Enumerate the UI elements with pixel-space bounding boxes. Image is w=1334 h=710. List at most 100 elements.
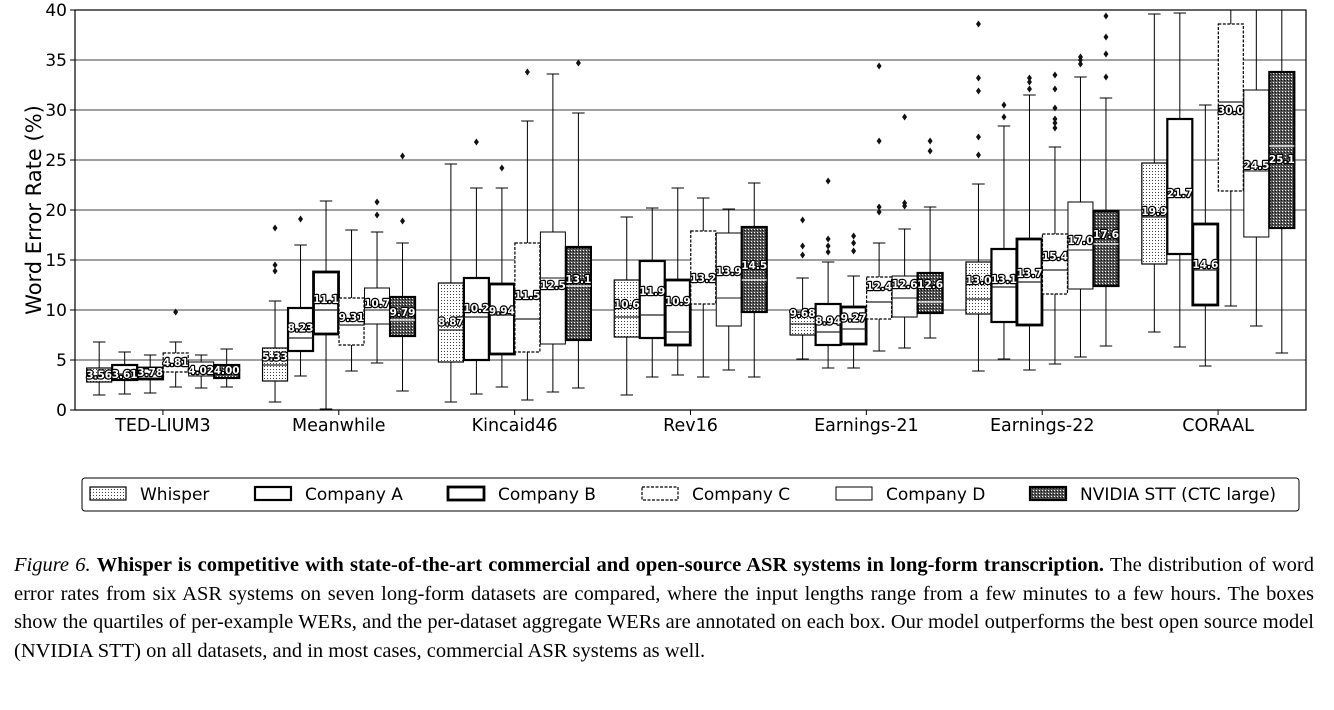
aggregate-wer-label: 12.6 <box>892 279 918 291</box>
outlier-point <box>927 137 933 145</box>
aggregate-wer-label: 14.5 <box>741 260 767 272</box>
box-nvidia-stt-ctc-large- <box>916 137 944 339</box>
outlier-point <box>374 211 380 219</box>
aggregate-wer-label: 8.23 <box>288 323 314 335</box>
outlier-point <box>272 267 278 275</box>
y-tick-label: 20 <box>45 201 67 221</box>
aggregate-wer-label: 11.9 <box>639 286 665 298</box>
aggregate-wer-label: 11.5 <box>514 290 540 302</box>
aggregate-wer-label: 8.94 <box>815 316 841 328</box>
x-tick-label: Meanwhile <box>292 416 386 436</box>
outlier-point <box>975 74 981 82</box>
box-whisper <box>86 341 113 396</box>
outlier-point <box>800 251 806 259</box>
outlier-point <box>1001 101 1007 109</box>
box-company-c <box>1041 71 1069 365</box>
outlier-point <box>876 203 882 211</box>
box-iqr <box>663 278 692 347</box>
box-nvidia-stt-ctc-large- <box>740 182 768 378</box>
box-iqr <box>990 247 1018 324</box>
box-company-d <box>188 354 215 389</box>
aggregate-wer-label: 19.9 <box>1141 206 1167 218</box>
box-company-d <box>364 198 391 364</box>
box-company-d <box>1067 53 1094 358</box>
outlier-point <box>1103 73 1109 81</box>
box-iqr <box>916 271 944 315</box>
legend-label: Company C <box>692 485 790 505</box>
outlier-point <box>1052 119 1058 127</box>
box-company-c <box>162 308 189 388</box>
aggregate-wer-label: 9.79 <box>390 307 416 319</box>
box-iqr <box>462 276 490 362</box>
aggregate-wer-label: 10.9 <box>665 296 691 308</box>
aggregate-wer-label: 8.87 <box>438 316 464 328</box>
box-iqr <box>715 232 742 327</box>
legend: Whisper Company A Company B Company C Compan… <box>81 477 1300 512</box>
y-tick-label: 30 <box>45 101 67 121</box>
outlier-point <box>272 224 278 232</box>
x-tick-label: Rev16 <box>663 416 718 436</box>
aggregate-wer-label: 3.78 <box>137 367 163 379</box>
box-iqr <box>1141 162 1168 265</box>
outlier-point <box>1077 53 1083 61</box>
outlier-point <box>902 199 908 207</box>
aggregate-wer-label: 9.31 <box>339 312 365 324</box>
outlier-point <box>400 152 406 160</box>
box-iqr <box>487 282 516 356</box>
outlier-point <box>927 147 933 155</box>
outlier-point <box>173 308 179 316</box>
y-tick-label: 5 <box>56 351 67 371</box>
outlier-point <box>975 87 981 95</box>
aggregate-wer-labels: 3.56 3.61 3.784.814.02 4.00 5.33 8.23 11.19.31… <box>85 104 1296 383</box>
outlier-point <box>272 261 278 269</box>
outlier-point <box>902 113 908 121</box>
aggregate-wer-label: 10.2 <box>463 303 489 315</box>
aggregate-wer-label: 24.5 <box>1243 160 1269 172</box>
aggregate-wer-label: 11.1 <box>313 294 339 306</box>
x-tick-label: Kincaid46 <box>472 416 558 436</box>
box-nvidia-stt-ctc-large- <box>1268 10 1296 354</box>
axes: 0 5 10 15 20 25 30 35 40 TED-LIUM3 Meanwhile Kincai… <box>45 1 1254 436</box>
outlier-point <box>876 137 882 145</box>
box-nvidia-stt-ctc-large- <box>213 348 241 388</box>
aggregate-wer-label: 12.5 <box>540 280 566 292</box>
aggregate-wer-label: 9.94 <box>489 306 515 318</box>
outlier-point <box>524 68 530 76</box>
outlier-point <box>400 217 406 225</box>
outlier-point <box>800 216 806 224</box>
aggregate-wer-label: 4.02 <box>188 365 214 377</box>
aggregate-wer-label: 25.1 <box>1269 154 1295 166</box>
aggregate-wer-label: 9.27 <box>841 312 867 324</box>
x-tick-label: Earnings-22 <box>990 416 1095 436</box>
outlier-point <box>374 198 380 206</box>
box-company-d <box>1243 10 1270 327</box>
legend-item: Company C <box>641 485 790 505</box>
legend-swatch <box>835 486 873 501</box>
legend-item: Company D <box>835 485 985 505</box>
aggregate-wer-label: 14.6 <box>1192 259 1218 271</box>
box-series <box>86 10 1296 410</box>
box-company-c <box>690 197 717 378</box>
outlier-point <box>876 62 882 70</box>
aggregate-wer-label: 3.61 <box>112 369 138 381</box>
aggregate-wer-label: 5.33 <box>262 352 288 364</box>
outlier-point <box>825 235 831 243</box>
box-company-a <box>638 207 666 378</box>
outlier-point <box>1052 71 1058 79</box>
box-company-a <box>462 138 490 395</box>
aggregate-wer-label: 13.7 <box>1017 268 1043 280</box>
caption-body: The distribution of word error rates fro… <box>14 554 1315 662</box>
x-tick-label: Earnings-21 <box>814 416 919 436</box>
x-tick-label: CORAAL <box>1182 416 1254 436</box>
outlier-point <box>1026 78 1032 86</box>
outlier-point <box>1052 115 1058 123</box>
aggregate-wer-label: 17.0 <box>1068 235 1094 247</box>
box-iqr <box>1092 209 1120 288</box>
box-whisper <box>261 224 289 403</box>
legend-item: NVIDIA STT (CTC large) <box>1028 485 1276 505</box>
box-company-a <box>814 177 842 369</box>
box-company-a <box>286 215 315 377</box>
outlier-point <box>825 242 831 250</box>
legend-item: Whisper <box>89 485 209 505</box>
caption-label: Figure 6. <box>14 554 91 576</box>
